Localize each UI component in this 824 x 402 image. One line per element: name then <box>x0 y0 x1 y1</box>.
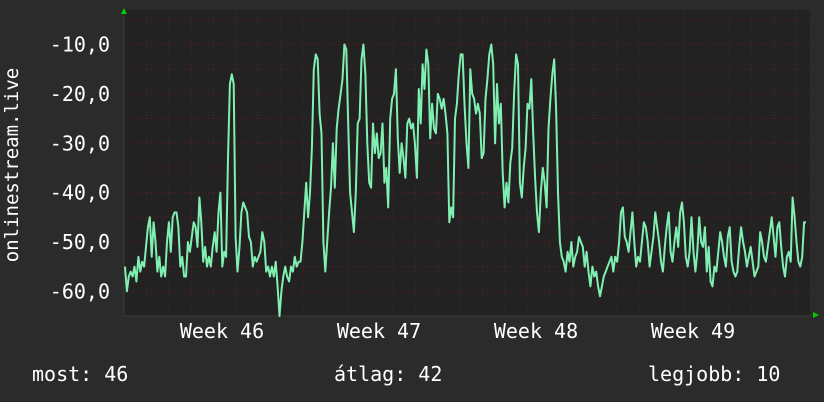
current-value: most: 46 <box>32 362 129 386</box>
x-tick-labels: Week 46 Week 47 Week 48 Week 49 <box>180 319 735 343</box>
y-tick-label: -30,0 <box>50 131 110 155</box>
max-value: legjobb: 10 <box>648 362 781 386</box>
series-line <box>124 43 806 317</box>
y-tick-label: -50,0 <box>50 230 110 254</box>
y-axis-label: onlinestream.live <box>1 68 23 262</box>
x-axis-arrow <box>813 312 819 318</box>
average-value: átlag: 42 <box>334 362 443 386</box>
y-tick-label: -40,0 <box>50 181 110 205</box>
grid-horizontal <box>124 19 810 292</box>
x-tick-label: Week 48 <box>494 319 578 343</box>
x-tick-label: Week 47 <box>337 319 421 343</box>
x-tick-label: Week 49 <box>651 319 735 343</box>
y-tick-label: -60,0 <box>50 279 110 303</box>
y-tick-label: -10,0 <box>50 33 110 57</box>
x-tick-label: Week 46 <box>180 319 264 343</box>
y-axis-arrow <box>121 8 127 14</box>
y-tick-label: -20,0 <box>50 82 110 106</box>
y-tick-labels: -10,0 -20,0 -30,0 -40,0 -50,0 -60,0 <box>50 33 110 304</box>
